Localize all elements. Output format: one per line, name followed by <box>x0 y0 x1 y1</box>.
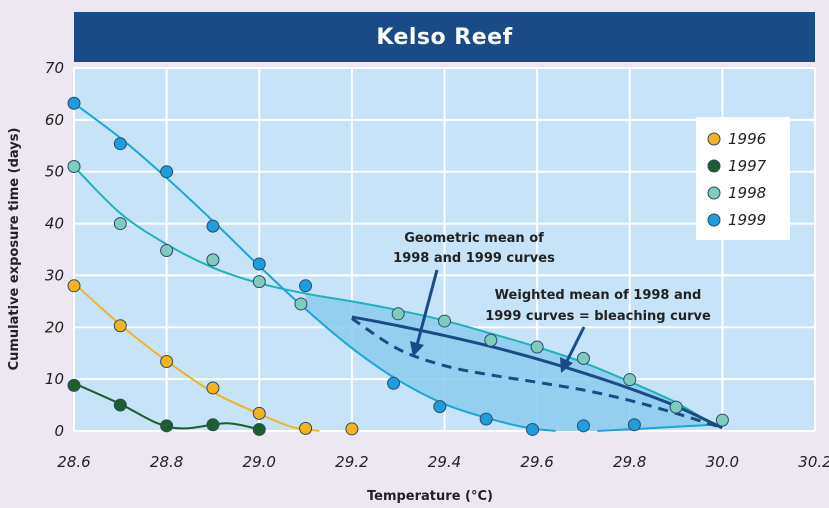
annotation-weighted-mean: Weighted mean of 1998 and 1999 curves = … <box>485 288 711 373</box>
data-point-1998 <box>438 314 451 328</box>
data-point-1998 <box>576 351 590 365</box>
x-axis-label: Temperature (°C) <box>367 489 493 504</box>
data-point-1998 <box>391 307 405 321</box>
data-point-1999 <box>576 419 590 433</box>
data-points <box>67 96 729 436</box>
y-axis-label: Cumulative exposure time (days) <box>7 128 22 371</box>
curve-1999-tail <box>597 423 714 432</box>
data-point-1998 <box>252 275 266 289</box>
curve-geometric-mean <box>351 317 723 430</box>
y-tick-label: 50 <box>45 163 64 181</box>
y-tick-label: 0 <box>54 422 64 440</box>
annotation-weighted-line1: Weighted mean of 1998 and <box>495 288 702 303</box>
y-tick-label: 10 <box>45 370 64 388</box>
annotation-geometric-line2: 1998 and 1999 curves <box>393 251 555 266</box>
x-tick-label: 29.6 <box>520 453 553 471</box>
x-tick-label: 30.0 <box>706 453 739 471</box>
data-point-1999 <box>525 422 539 436</box>
data-point-1996 <box>160 355 174 369</box>
y-tick-label: 20 <box>45 318 64 336</box>
legend-label-1997: 1997 <box>728 157 767 175</box>
arrow-weighted-icon <box>564 326 586 364</box>
data-point-1998 <box>715 413 729 427</box>
x-axis-label-unit: (°C) <box>465 489 493 504</box>
x-tick-label: 28.6 <box>57 453 90 471</box>
legend-marker-1999 <box>707 213 721 227</box>
data-point-1997 <box>160 419 174 433</box>
data-point-1998 <box>67 160 81 174</box>
data-point-1999 <box>433 400 447 414</box>
data-point-1999 <box>299 279 313 293</box>
data-point-1999 <box>387 376 401 390</box>
data-point-1996 <box>206 381 220 395</box>
data-point-1999 <box>627 418 641 432</box>
data-point-1996 <box>345 422 359 436</box>
y-tick-label: 30 <box>45 266 64 284</box>
data-point-1996 <box>113 319 127 333</box>
arrowhead-geometric-icon <box>410 341 424 357</box>
data-point-1998 <box>623 373 637 387</box>
data-point-1998 <box>294 297 308 311</box>
data-point-1999 <box>206 219 220 233</box>
x-tick-label: 29.0 <box>243 453 276 471</box>
legend-marker-1998 <box>707 186 721 200</box>
data-point-1998 <box>530 340 544 354</box>
x-axis-label-text: Temperature <box>367 489 461 504</box>
x-tick-label: 30.2 <box>798 453 829 471</box>
data-point-1999 <box>67 96 81 110</box>
arrowhead-weighted-icon <box>560 357 573 373</box>
legend-label-1996: 1996 <box>728 130 766 148</box>
data-point-1998 <box>160 244 174 258</box>
data-point-1996 <box>252 406 266 420</box>
data-point-1998 <box>113 217 127 231</box>
data-point-1998 <box>206 253 220 267</box>
data-point-1996 <box>67 279 81 293</box>
x-tick-label: 29.4 <box>428 453 461 471</box>
tick-labels: 28.6 28.8 29.0 29.2 29.4 29.6 29.8 30.0 30.2 0 10 2… <box>45 59 829 471</box>
legend-marker-1997 <box>707 159 721 173</box>
legend: 1996 1997 1998 1999 <box>696 117 790 240</box>
data-point-1998 <box>669 400 683 414</box>
data-point-1997 <box>113 398 127 412</box>
data-point-1999 <box>113 137 127 151</box>
annotation-geometric-line1: Geometric mean of <box>404 231 544 246</box>
chart-title: Kelso Reef <box>376 24 513 50</box>
data-point-1999 <box>252 257 266 271</box>
legend-label-1998: 1998 <box>728 184 766 202</box>
arrow-geometric-icon <box>415 269 439 346</box>
curve-weighted-mean <box>351 315 724 430</box>
data-point-1997 <box>252 422 266 436</box>
data-point-1997 <box>206 418 220 432</box>
data-point-1997 <box>67 378 81 392</box>
legend-label-1999: 1999 <box>728 211 766 229</box>
x-tick-label: 29.2 <box>335 453 368 471</box>
y-tick-label: 60 <box>45 111 64 129</box>
chart-title-bar: Kelso Reef <box>74 12 815 62</box>
x-tick-label: 29.8 <box>613 453 646 471</box>
annotation-geometric-mean: Geometric mean of 1998 and 1999 curves <box>393 231 555 357</box>
data-point-1996 <box>299 421 313 435</box>
data-point-1999 <box>479 412 493 426</box>
legend-marker-1996 <box>707 132 721 146</box>
annotation-weighted-line2: 1999 curves = bleaching curve <box>485 309 711 324</box>
data-point-1999 <box>160 165 174 179</box>
x-tick-label: 28.8 <box>150 453 183 471</box>
y-tick-label: 40 <box>45 215 64 233</box>
data-point-1998 <box>484 333 498 347</box>
y-tick-label: 70 <box>45 59 64 77</box>
